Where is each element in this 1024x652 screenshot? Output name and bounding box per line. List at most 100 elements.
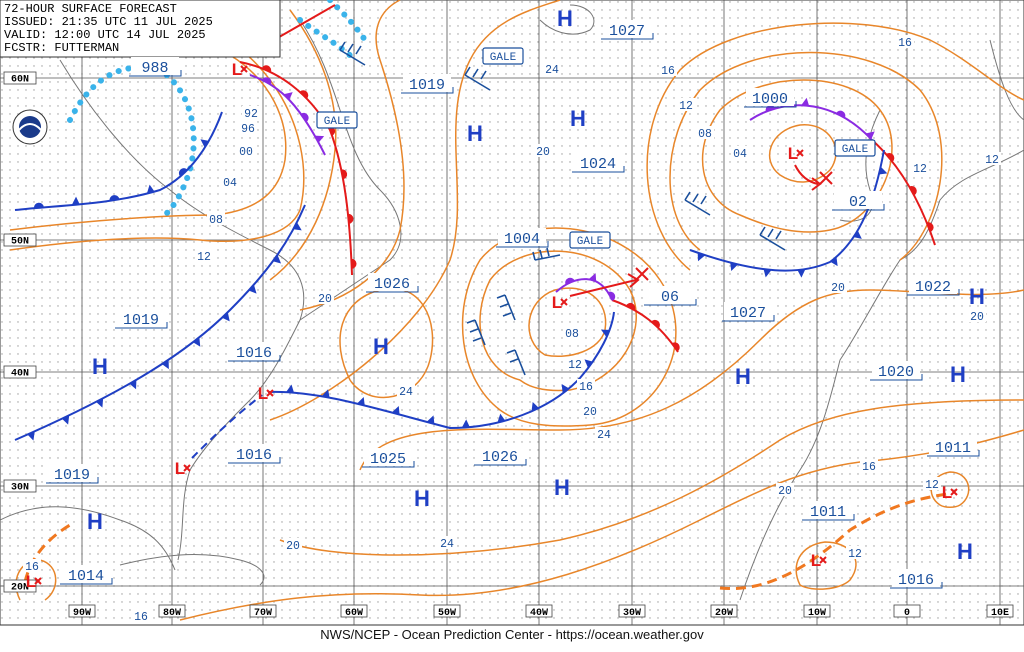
front-pip	[293, 222, 302, 231]
low-center: L	[175, 459, 185, 478]
pressure-underline	[601, 33, 654, 40]
label-bg	[316, 291, 334, 304]
isobar	[179, 429, 1024, 621]
front-pip	[178, 168, 188, 177]
isobar	[279, 399, 1024, 556]
pressure-label: 1016	[898, 572, 934, 589]
front-pip	[607, 291, 616, 302]
isobar	[461, 227, 677, 427]
isobar-label: 20	[831, 282, 845, 295]
isobar-label: 96	[241, 123, 255, 136]
isobar	[299, 0, 405, 311]
front-pip	[651, 319, 660, 329]
front-pip	[27, 431, 35, 441]
front-pip	[285, 384, 294, 393]
pressure-label: 1020	[878, 364, 914, 381]
pressure-underline	[60, 578, 113, 585]
front-pip	[926, 222, 934, 232]
label-box	[3, 579, 37, 593]
front-pip	[262, 77, 272, 85]
pressure-underline	[722, 315, 775, 322]
pressure-label: 06	[661, 289, 679, 306]
front-pip	[763, 269, 772, 278]
label-box	[3, 479, 37, 493]
front-pip	[601, 329, 610, 338]
label-box	[3, 365, 37, 379]
wind-barb	[759, 226, 786, 251]
front-pip	[865, 131, 875, 140]
label-bg	[438, 536, 456, 549]
pressure-underline	[129, 70, 182, 77]
high-center: H	[554, 475, 570, 500]
front-pip	[261, 65, 272, 73]
label-box	[525, 604, 553, 618]
trough	[719, 492, 949, 591]
graticule	[0, 0, 1024, 625]
label-bg	[397, 384, 415, 397]
front-pip	[193, 337, 201, 347]
pressure-underline	[870, 374, 923, 381]
high-center: H	[969, 284, 985, 309]
warm-front	[871, 139, 936, 246]
pressure-label: 1026	[482, 449, 518, 466]
wind-barb	[464, 66, 491, 91]
label-bg	[230, 444, 278, 462]
pressure-label: 1027	[609, 23, 645, 40]
label-box	[433, 604, 461, 618]
front-pip	[730, 262, 738, 272]
isobar-label: 12	[679, 100, 693, 113]
low-center: L	[26, 572, 36, 591]
label-box	[803, 604, 831, 618]
label-bg	[677, 98, 695, 111]
label-bg	[983, 152, 1001, 165]
wind-barb	[496, 294, 516, 321]
label-bg	[860, 459, 878, 472]
wind-barb	[684, 191, 711, 216]
map-border	[0, 0, 1024, 626]
longitude-label: 10E	[991, 608, 1009, 619]
pressure-underline	[644, 299, 697, 306]
logo-gull	[18, 123, 42, 131]
isobar-label: 12	[197, 251, 211, 264]
pressure-label: 1022	[915, 279, 951, 296]
isobar-label: 20	[970, 311, 984, 324]
wind-barb	[506, 349, 526, 376]
pressure-underline	[474, 459, 527, 466]
longitude-label: 0	[904, 608, 910, 619]
wind-barb	[339, 41, 366, 66]
pressure-label: 1019	[123, 312, 159, 329]
front-pip	[588, 273, 597, 282]
isobar	[269, 0, 561, 421]
pressure-label: 1025	[370, 451, 406, 468]
occluded-front	[249, 74, 326, 156]
pressure-underline	[228, 355, 281, 362]
label-box	[618, 604, 646, 618]
front-pip	[200, 139, 209, 148]
isobar-label: 20	[318, 293, 332, 306]
high-center: H	[467, 121, 483, 146]
logo-core	[19, 116, 41, 138]
footer-credit: NWS/NCEP - Ocean Prediction Center - htt…	[320, 627, 704, 642]
label-bg	[117, 309, 165, 327]
label-bg	[239, 121, 257, 134]
label-bg	[131, 57, 179, 75]
high-center: H	[414, 486, 430, 511]
label-bg	[563, 326, 581, 339]
front-pip	[391, 406, 400, 415]
label-bg	[595, 427, 613, 440]
label-bg	[207, 212, 225, 225]
gale-box	[834, 139, 876, 157]
label-bg	[195, 249, 213, 262]
longitude-label: 20W	[715, 608, 733, 619]
pressure-label: 1014	[68, 568, 104, 585]
label-bg	[498, 228, 546, 246]
latitude-label: 30N	[11, 483, 29, 494]
longitude-label: 10W	[808, 608, 826, 619]
label-bg	[746, 88, 794, 106]
labels: 60N 50N 40N 30N 20N 90W 80W 70W 60W 50W 40W 30W 20W 1…	[3, 6, 1014, 624]
future-low	[635, 171, 833, 281]
label-box	[986, 604, 1014, 618]
latitude-label: 20N	[11, 583, 29, 594]
